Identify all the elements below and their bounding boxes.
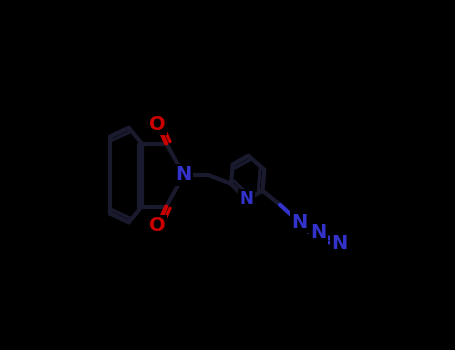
Text: N: N (291, 213, 308, 232)
Text: N: N (331, 234, 348, 253)
Text: O: O (149, 115, 166, 134)
Text: N: N (310, 223, 327, 242)
Text: N: N (176, 166, 192, 184)
Text: N: N (240, 190, 254, 209)
Text: O: O (149, 216, 166, 235)
